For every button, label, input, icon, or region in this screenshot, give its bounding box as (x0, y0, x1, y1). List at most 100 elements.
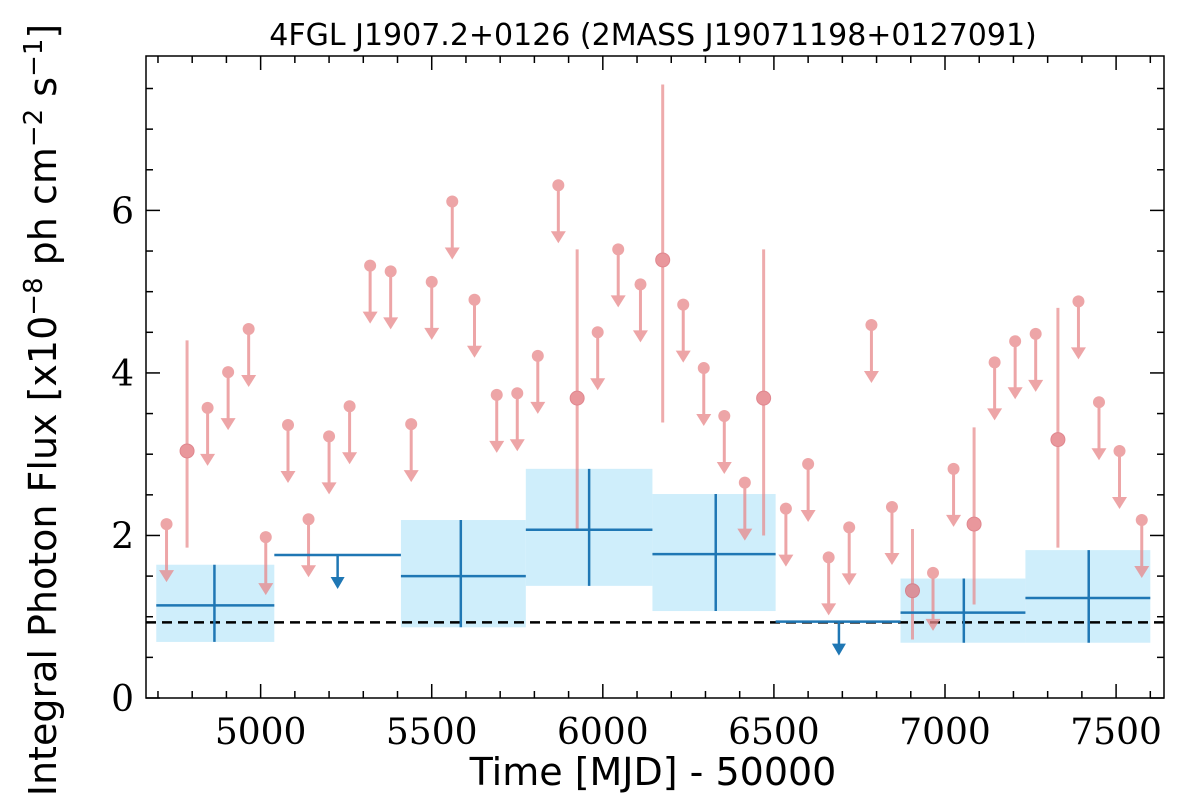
upper-limit-marker (885, 501, 898, 514)
short-bin-point (904, 583, 920, 599)
plot-frame (145, 55, 1165, 699)
short-bin-upper-limit-24 (716, 410, 732, 475)
upper-limit-marker (1113, 444, 1126, 457)
upper-limit-marker (779, 502, 792, 515)
long-bin-band-1 (400, 520, 526, 628)
short-bin-upper-limit-16 (509, 387, 525, 452)
upper-limit-marker (1135, 514, 1148, 527)
upper-limit-arrowhead (159, 570, 175, 583)
upper-limit-marker (323, 430, 336, 443)
short-bin-upper-limit-1 (200, 401, 216, 466)
upper-limit-arrowhead (737, 528, 753, 541)
upper-limit-arrowhead (362, 311, 378, 324)
y-axis-title-exp1: −8 (19, 277, 49, 315)
upper-limit-marker (927, 566, 940, 579)
plot-axes (145, 55, 1165, 699)
short-bin-upper-limit-10 (383, 265, 399, 330)
long-bin-upper-limit-1 (775, 620, 901, 656)
upper-limit-arrowhead (841, 573, 857, 586)
upper-limit-arrowhead (424, 327, 440, 340)
x-tick-label: 6000 (557, 712, 649, 753)
upper-limit-marker (947, 462, 960, 475)
upper-limit-marker (988, 356, 1001, 369)
short-bin-series (159, 84, 1150, 640)
upper-limit-arrowhead (530, 401, 546, 414)
upper-limit-marker (282, 418, 295, 431)
upper-limit-marker (718, 410, 731, 423)
y-axis-title-s: s (21, 77, 65, 109)
upper-limit-arrowhead (342, 452, 358, 465)
upper-limit-marker (160, 518, 173, 531)
short-bin-upper-limit-11 (403, 418, 419, 483)
upper-limit-arrowhead (301, 565, 317, 578)
x-tick-label: 7500 (1070, 712, 1162, 753)
long-bin-detection-3 (652, 494, 776, 612)
upper-limit-marker (552, 179, 565, 192)
upper-limit-arrowhead (489, 440, 505, 453)
upper-limit-marker (843, 521, 856, 534)
upper-limit-marker (222, 366, 235, 379)
short-bin-upper-limit-2 (220, 366, 236, 431)
short-bin-upper-limit-18 (550, 179, 566, 244)
short-bin-upper-limit-9 (362, 259, 378, 324)
upper-limit-marker (302, 513, 315, 526)
short-bin-upper-limit-30 (863, 318, 879, 383)
chart-title: 4FGL J1907.2+0126 (2MASS J19071198+01270… (269, 18, 1037, 53)
long-bin-detection-0 (156, 564, 275, 642)
upper-limit-marker (822, 551, 835, 564)
upper-limit-arrowhead (610, 295, 626, 308)
upper-limit-marker (511, 387, 524, 400)
y-axis-title-exp3: −1 (19, 39, 49, 77)
upper-limit-marker (591, 326, 604, 339)
short-bin-upper-limit-36 (1028, 327, 1044, 392)
upper-limit-arrowhead (280, 470, 296, 483)
long-upper-limit-arrowhead (831, 643, 846, 656)
short-bin-upper-limit-25 (737, 476, 753, 541)
short-bin-upper-limit-28 (821, 551, 837, 616)
upper-limit-arrowhead (1112, 496, 1128, 509)
short-bin-point (966, 516, 982, 532)
upper-limit-marker (677, 298, 690, 311)
x-tick-label: 5000 (215, 712, 307, 753)
short-bin-upper-limit-26 (778, 502, 794, 567)
short-bin-upper-limit-40 (1134, 514, 1150, 579)
long-bin-detection-4 (900, 578, 1026, 643)
short-bin-upper-limit-12 (424, 275, 440, 340)
upper-limit-marker (343, 400, 356, 413)
upper-limit-marker (425, 275, 438, 288)
short-bin-point (655, 252, 671, 268)
short-bin-upper-limit-34 (987, 356, 1003, 421)
y-axis-title-base: Integral Photon Flux [x10 (21, 316, 65, 797)
x-tick-label: 5500 (386, 712, 478, 753)
long-upper-limit-arrowhead (330, 576, 345, 589)
y-axis-title: Integral Photon Flux [x10−8 ph cm−2 s−1] (19, 24, 65, 797)
upper-limit-marker (384, 265, 397, 278)
upper-limit-arrowhead (632, 330, 648, 343)
upper-limit-arrowhead (1028, 379, 1044, 392)
upper-limit-arrowhead (675, 350, 691, 363)
upper-limit-marker (738, 476, 751, 489)
upper-limit-arrowhead (200, 453, 216, 466)
upper-limit-arrowhead (1134, 566, 1150, 579)
short-bin-upper-limit-14 (466, 293, 482, 358)
short-bin-upper-limit-39 (1112, 444, 1128, 509)
upper-limit-marker (634, 278, 647, 291)
upper-limit-arrowhead (716, 462, 732, 475)
upper-limit-marker (531, 349, 544, 362)
short-bin-upper-limit-22 (675, 298, 691, 363)
short-bin-detection-1 (569, 249, 585, 529)
upper-limit-marker (697, 362, 710, 375)
short-bin-upper-limit-7 (321, 430, 337, 495)
upper-limit-marker (259, 531, 272, 544)
short-bin-upper-limit-23 (696, 362, 712, 427)
short-bin-point (179, 443, 195, 459)
short-bin-upper-limit-17 (530, 349, 546, 414)
upper-limit-arrowhead (258, 583, 274, 596)
short-bin-detection-0 (179, 340, 195, 548)
upper-limit-marker (865, 318, 878, 331)
upper-limit-arrowhead (925, 618, 941, 631)
upper-limit-marker (1072, 295, 1085, 308)
upper-limit-marker (1092, 396, 1105, 409)
y-axis-title-exp2: −2 (19, 109, 49, 147)
short-bin-upper-limit-0 (159, 518, 175, 583)
